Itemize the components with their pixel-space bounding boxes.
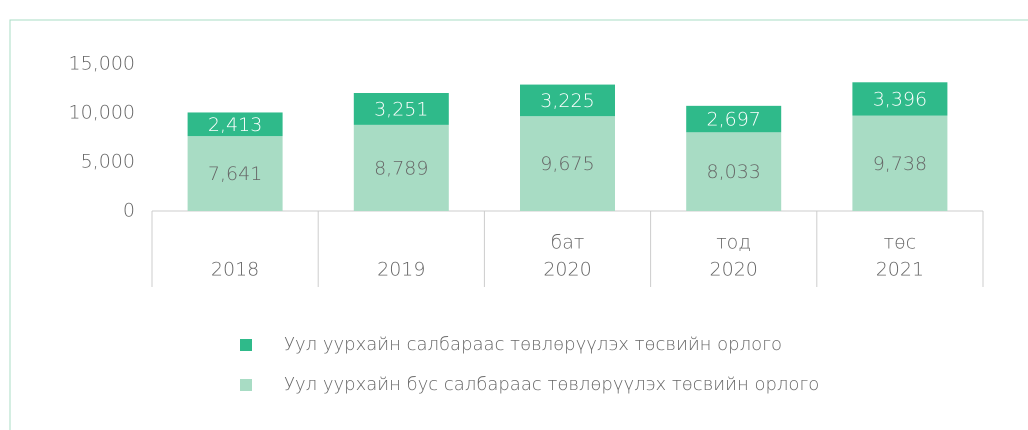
data-label: 8,789 — [374, 157, 428, 179]
x-tick-label: 2018 — [211, 259, 259, 281]
x-tick-label: төс — [884, 232, 917, 254]
bar-segment — [353, 124, 449, 211]
data-label: 9,738 — [873, 153, 927, 175]
x-tick-label: 2020 — [710, 259, 758, 281]
x-tick-label: 2019 — [377, 259, 425, 281]
y-tick-label: 10,000 — [69, 102, 135, 124]
bar-segment — [852, 115, 948, 211]
y-tick-label: 5,000 — [81, 151, 135, 173]
bar-segment — [353, 93, 449, 125]
bar-segment — [686, 105, 782, 133]
legend-swatch — [240, 379, 252, 391]
bar-segment — [852, 82, 948, 116]
bar-segment — [187, 136, 283, 211]
bar-segment — [520, 116, 615, 211]
frame — [9, 19, 1028, 430]
legend-label: Уул уурхайн салбараас төвлөрүүлэх төсвий… — [284, 334, 782, 355]
bar-segment — [686, 132, 782, 211]
x-tick-label: бат — [551, 232, 585, 254]
data-label: 2,413 — [208, 114, 262, 136]
data-label: 7,641 — [208, 163, 262, 185]
bar-segment — [520, 84, 615, 117]
data-label: 8,033 — [706, 161, 760, 183]
x-tick-label: 2021 — [876, 259, 924, 281]
legend-swatch — [240, 339, 252, 351]
legend-label: Уул уурхайн бус салбараас төвлөрүүлэх тө… — [284, 374, 819, 395]
data-label: 3,396 — [873, 88, 927, 110]
y-tick-label: 15,000 — [69, 53, 135, 75]
x-tick-label: 2020 — [543, 259, 591, 281]
data-label: 2,697 — [706, 109, 760, 131]
y-tick-label: 0 — [123, 200, 135, 222]
data-label: 9,675 — [540, 153, 594, 175]
bar-segment — [187, 112, 283, 137]
data-label: 3,251 — [374, 98, 428, 120]
data-label: 3,225 — [540, 90, 594, 112]
x-tick-label: тод — [716, 232, 751, 254]
